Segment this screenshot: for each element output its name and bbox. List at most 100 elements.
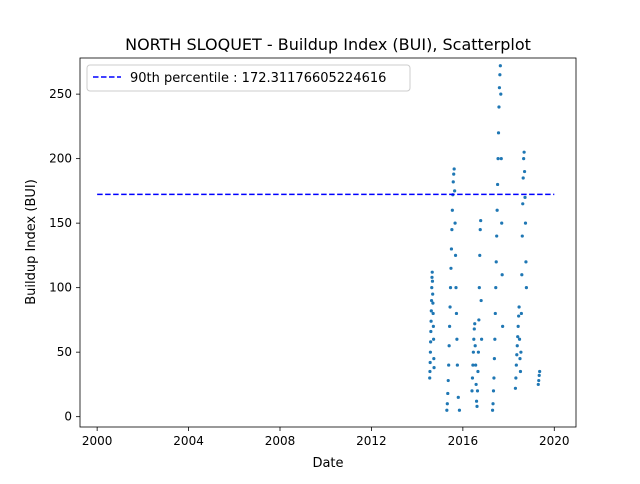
data-point [429, 340, 433, 344]
data-point [494, 286, 498, 290]
data-point [472, 337, 476, 341]
x-tick-label: 2008 [265, 434, 296, 448]
data-point [474, 399, 479, 403]
data-point [473, 322, 477, 326]
data-point [455, 337, 459, 341]
x-axis-label: Date [312, 456, 343, 471]
data-point [522, 157, 526, 161]
data-point [452, 172, 456, 176]
data-point [515, 344, 519, 348]
chart-title: NORTH SLOQUET - Buildup Index (BUI), Sca… [125, 35, 531, 54]
data-point [524, 260, 528, 264]
data-point [492, 357, 496, 361]
data-point [430, 279, 435, 283]
data-point [446, 391, 450, 396]
data-point [522, 150, 526, 154]
data-point [516, 324, 520, 328]
data-point [479, 218, 483, 223]
data-point [478, 253, 482, 258]
data-point [520, 273, 524, 277]
data-point [500, 273, 504, 277]
data-point [456, 395, 460, 399]
data-point [537, 378, 541, 383]
data-point [430, 286, 434, 290]
y-axis-ticks: 0 50 100 150 200 250 [49, 87, 80, 424]
data-point [491, 389, 496, 393]
data-point [514, 376, 518, 380]
data-point [453, 253, 458, 258]
data-point [431, 311, 435, 316]
legend-box [86, 64, 411, 92]
data-point [479, 298, 483, 303]
data-point [448, 305, 452, 309]
plot-points [428, 64, 542, 412]
data-point [450, 227, 454, 232]
data-point [493, 337, 497, 341]
x-tick-label: 2020 [539, 434, 570, 448]
data-point [449, 247, 454, 251]
data-point [518, 357, 522, 361]
data-point [429, 329, 433, 334]
data-point [521, 202, 525, 206]
data-point [523, 195, 527, 199]
data-point [493, 311, 497, 316]
y-tick-label: 100 [49, 281, 72, 295]
y-tick-label: 200 [49, 152, 72, 166]
data-point [471, 363, 475, 367]
data-point [519, 311, 523, 316]
data-point [429, 319, 433, 323]
data-point [455, 363, 459, 367]
data-point [430, 270, 434, 274]
data-point [477, 286, 481, 290]
data-point [447, 363, 451, 367]
data-point [480, 337, 484, 341]
data-point [457, 408, 462, 412]
data-point [500, 221, 504, 225]
data-point [475, 404, 479, 408]
data-point [496, 182, 500, 187]
data-point [449, 266, 453, 270]
data-point [517, 337, 522, 341]
data-point [536, 382, 540, 387]
plot-frame [79, 57, 577, 428]
data-point [538, 369, 542, 374]
data-point [494, 260, 498, 264]
data-point [428, 360, 432, 365]
data-point [495, 208, 499, 212]
data-point [432, 366, 436, 370]
data-point [428, 376, 432, 380]
data-point [521, 176, 525, 180]
data-point [431, 324, 435, 328]
data-point [472, 327, 476, 331]
data-point [497, 105, 501, 109]
y-tick-label: 150 [49, 216, 72, 230]
data-point [491, 402, 495, 406]
data-point [448, 324, 452, 328]
data-point [490, 408, 495, 412]
data-point [519, 350, 523, 354]
data-point [454, 286, 458, 290]
data-point [447, 344, 451, 348]
data-point [445, 402, 449, 406]
data-point [474, 382, 478, 387]
data-point [498, 64, 502, 68]
x-axis-ticks: 2000 2004 2008 2012 2016 2020 [82, 427, 570, 448]
data-point [516, 335, 520, 339]
data-point [448, 286, 453, 290]
data-point [431, 292, 435, 296]
data-point [514, 363, 518, 367]
data-point [432, 337, 436, 341]
y-tick-label: 0 [64, 410, 72, 424]
data-point [478, 227, 482, 232]
data-point [428, 369, 432, 374]
data-point [517, 305, 521, 309]
data-point [451, 180, 455, 184]
data-point [517, 314, 521, 318]
data-point [429, 298, 434, 303]
data-point [496, 157, 500, 161]
data-point [429, 309, 433, 313]
data-point [454, 311, 459, 316]
data-point [523, 221, 528, 225]
data-point [446, 378, 450, 383]
